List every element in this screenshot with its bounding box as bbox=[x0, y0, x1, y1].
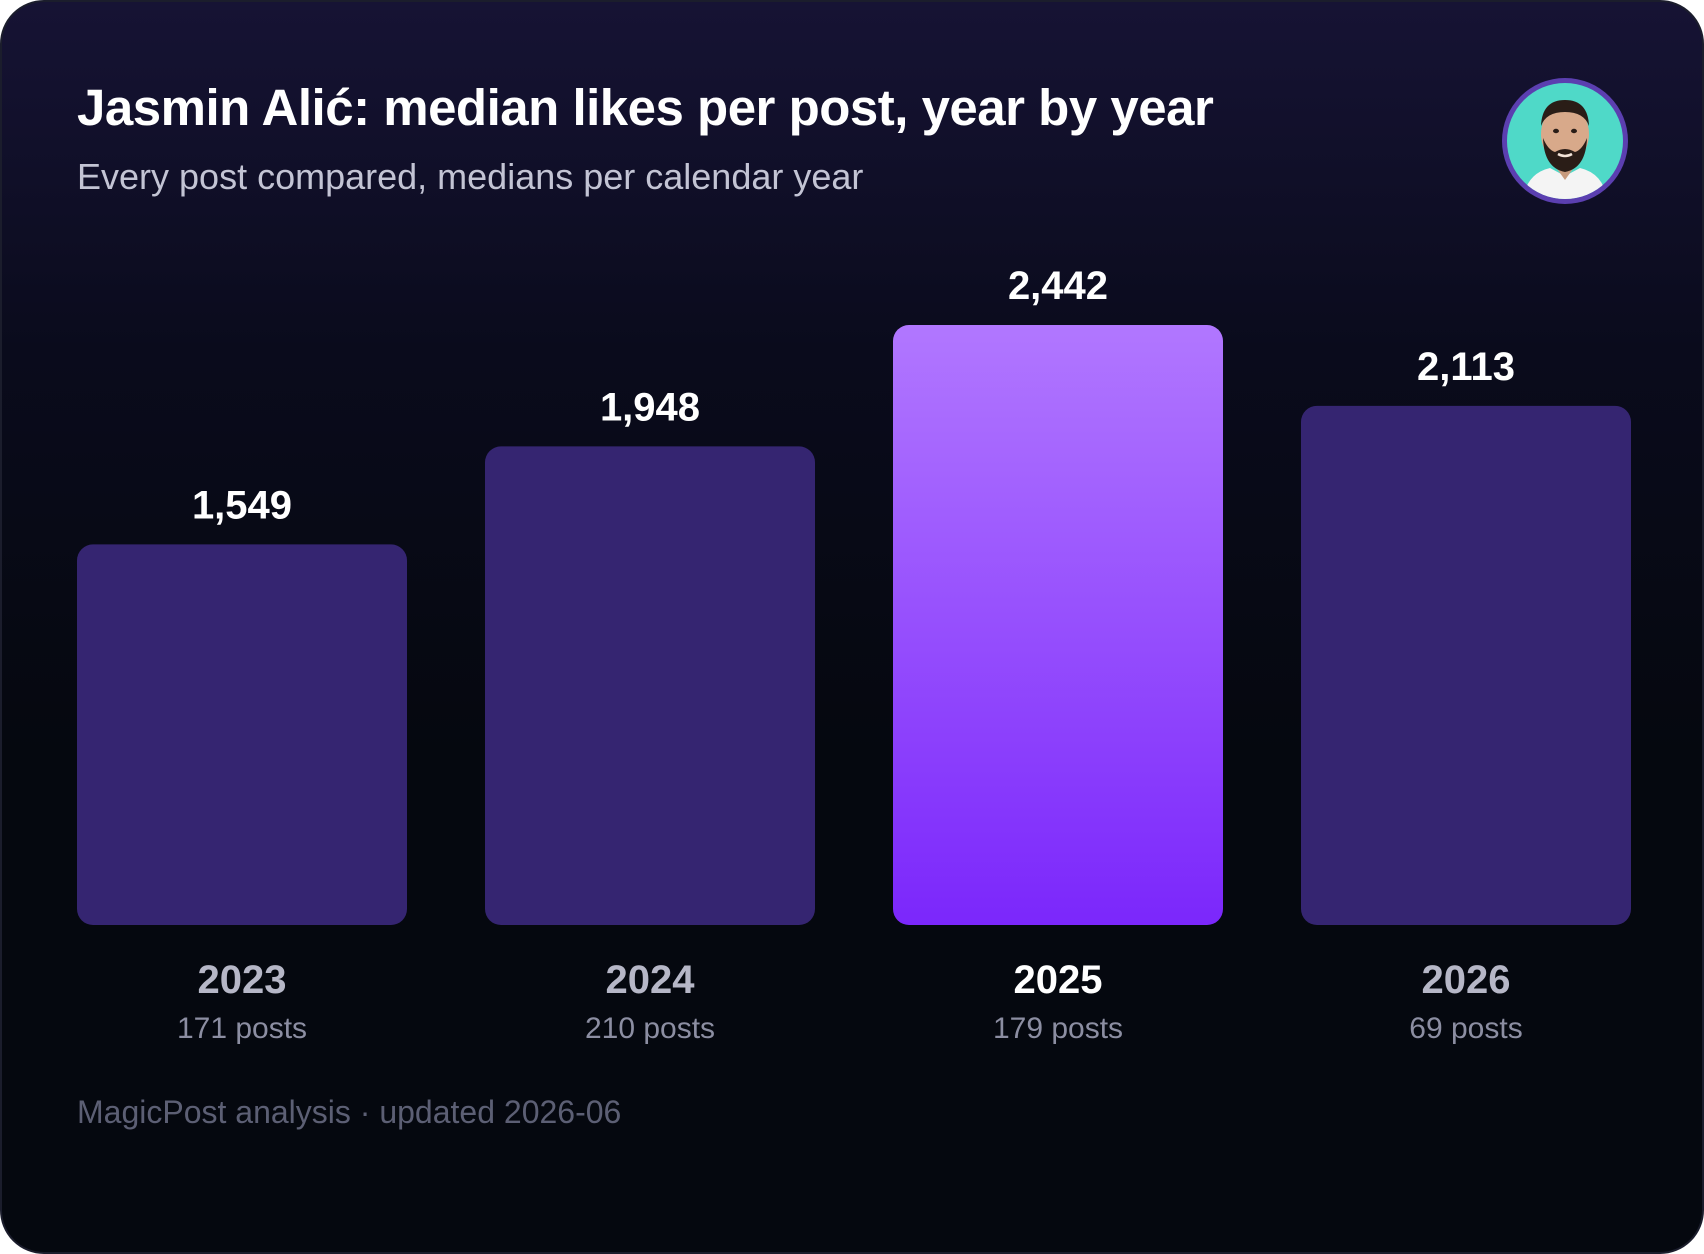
bar-2025 bbox=[893, 325, 1223, 925]
posts-count-2024: 210 posts bbox=[585, 1012, 715, 1045]
person-avatar-icon bbox=[1502, 78, 1628, 204]
posts-count-2025: 179 posts bbox=[993, 1012, 1123, 1045]
year-label-2025: 2025 bbox=[1014, 958, 1103, 1002]
footer-source: MagicPost analysis · updated 2026-06 bbox=[77, 1094, 622, 1130]
bars-group bbox=[77, 325, 1631, 925]
bar-2024 bbox=[485, 446, 815, 925]
value-label-2025: 2,442 bbox=[1008, 264, 1108, 308]
chart-title: Jasmin Alić: median likes per post, year… bbox=[77, 79, 1214, 136]
bar-2026 bbox=[1301, 405, 1631, 925]
year-label-2026: 2026 bbox=[1422, 958, 1511, 1002]
value-label-2026: 2,113 bbox=[1417, 345, 1515, 389]
value-label-2024: 1,948 bbox=[600, 385, 700, 429]
year-label-2023: 2023 bbox=[198, 958, 287, 1002]
bar-2023 bbox=[77, 544, 407, 925]
labels-group: 1,549 2023 171 posts 1,948 2024 210 posts 2,44… bbox=[177, 264, 1523, 1045]
posts-count-2026: 69 posts bbox=[1409, 1012, 1522, 1045]
year-label-2024: 2024 bbox=[606, 958, 696, 1002]
posts-count-2023: 171 posts bbox=[177, 1012, 307, 1045]
value-label-2023: 1,549 bbox=[192, 483, 292, 527]
chart-subtitle: Every post compared, medians per calenda… bbox=[77, 156, 864, 197]
